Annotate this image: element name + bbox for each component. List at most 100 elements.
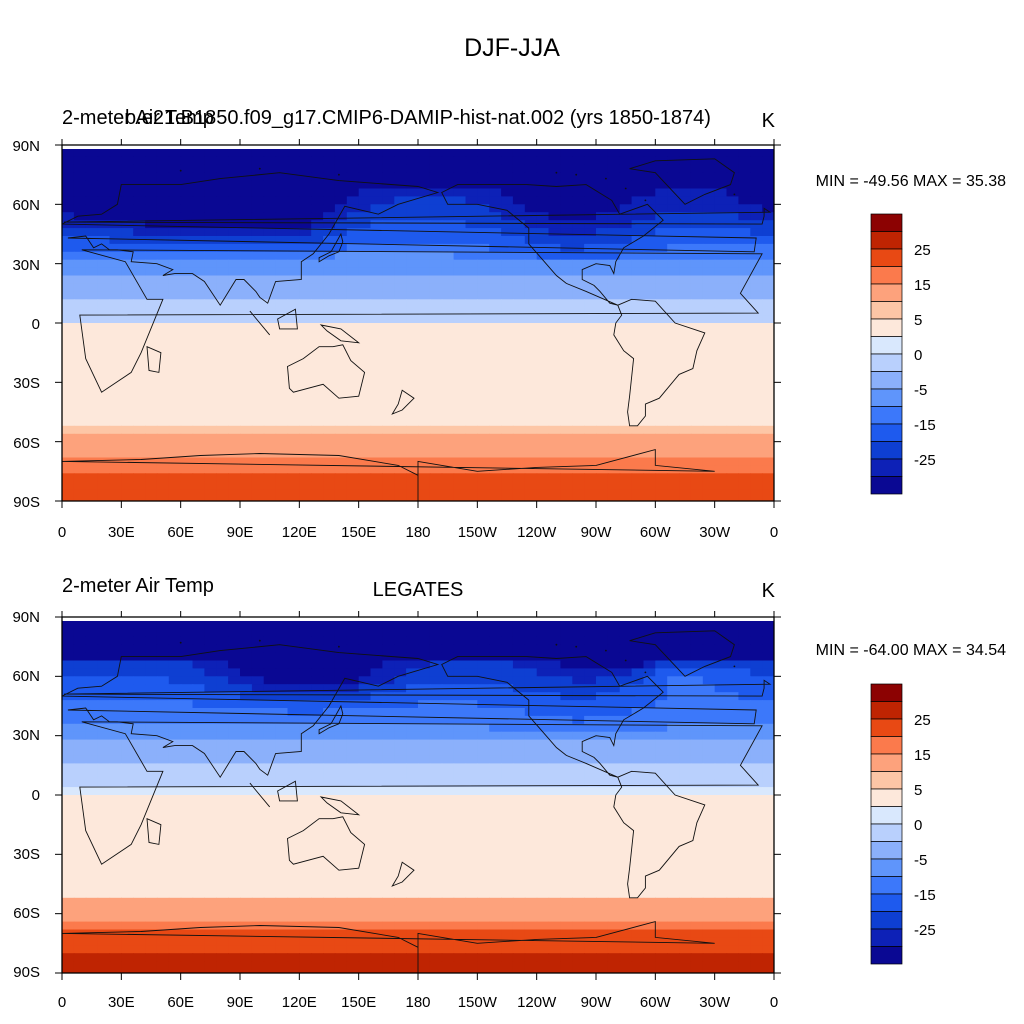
field-cell bbox=[228, 378, 241, 387]
field-cell bbox=[97, 164, 111, 174]
field-cell bbox=[382, 882, 395, 891]
field-cell bbox=[370, 489, 383, 498]
field-cell bbox=[655, 362, 668, 372]
field-cell bbox=[394, 636, 407, 646]
field-cell bbox=[548, 410, 561, 419]
field-cell bbox=[204, 636, 217, 646]
field-cell bbox=[418, 747, 431, 756]
field-cell bbox=[702, 441, 716, 451]
field-cell bbox=[750, 299, 763, 308]
field-cell bbox=[512, 212, 526, 221]
field-cell bbox=[631, 787, 645, 796]
field-cell bbox=[679, 755, 692, 764]
field-cell bbox=[690, 652, 704, 662]
field-cell bbox=[679, 866, 692, 875]
field-cell bbox=[429, 267, 443, 277]
field-cell bbox=[85, 636, 99, 646]
field-cell bbox=[323, 866, 336, 875]
field-cell bbox=[370, 307, 383, 316]
field-cell bbox=[204, 692, 217, 701]
field-cell bbox=[346, 370, 360, 379]
field-cell bbox=[121, 779, 134, 788]
field-cell bbox=[477, 362, 490, 372]
field-cell bbox=[346, 652, 360, 662]
field-cell bbox=[370, 826, 383, 836]
field-cell bbox=[216, 259, 229, 269]
field-cell bbox=[97, 874, 111, 883]
field-cell bbox=[156, 267, 170, 277]
field-cell bbox=[168, 731, 182, 741]
field-cell bbox=[145, 457, 158, 466]
field-cell bbox=[524, 236, 538, 245]
field-cell bbox=[406, 866, 419, 875]
field-cell bbox=[346, 156, 360, 166]
field-cell bbox=[180, 228, 194, 237]
field-cell bbox=[501, 172, 514, 182]
field-cell bbox=[287, 739, 300, 749]
field-cell bbox=[156, 291, 170, 300]
field-cell bbox=[524, 779, 538, 788]
field-cell bbox=[156, 834, 170, 844]
field-cell bbox=[536, 842, 550, 851]
field-cell bbox=[619, 243, 633, 253]
field-cell bbox=[690, 378, 704, 387]
field-cell bbox=[240, 220, 253, 229]
field-cell bbox=[619, 834, 633, 844]
field-cell bbox=[62, 708, 75, 717]
field-cell bbox=[180, 787, 194, 796]
field-cell bbox=[299, 802, 312, 812]
field-cell bbox=[73, 755, 87, 764]
field-cell bbox=[690, 708, 704, 717]
field-cell bbox=[121, 628, 134, 638]
field-cell bbox=[346, 267, 360, 277]
field-cell bbox=[762, 299, 774, 308]
field-cell bbox=[145, 425, 158, 435]
field-cell bbox=[394, 708, 407, 717]
field-cell bbox=[489, 692, 502, 701]
field-cell bbox=[73, 196, 87, 205]
field-cell bbox=[406, 323, 419, 332]
field-cell bbox=[406, 628, 419, 638]
field-cell bbox=[133, 850, 146, 859]
field-cell bbox=[429, 771, 443, 780]
field-cell bbox=[334, 259, 348, 269]
field-cell bbox=[453, 715, 467, 725]
field-cell bbox=[370, 700, 383, 709]
field-cell bbox=[560, 676, 573, 685]
field-cell bbox=[548, 156, 561, 166]
field-cell bbox=[73, 283, 87, 292]
field-cell bbox=[85, 433, 99, 443]
field-cell bbox=[358, 874, 372, 883]
field-cell bbox=[263, 386, 277, 395]
field-cell bbox=[453, 755, 467, 764]
field-cell bbox=[216, 755, 229, 764]
field-cell bbox=[346, 362, 360, 372]
field-cell bbox=[240, 739, 253, 749]
field-cell bbox=[607, 291, 621, 300]
field-cell bbox=[489, 267, 502, 277]
field-cell bbox=[690, 354, 704, 364]
field-cell bbox=[180, 417, 194, 427]
field-cell bbox=[311, 739, 324, 749]
field-cell bbox=[382, 747, 395, 756]
field-cell bbox=[584, 251, 597, 261]
field-cell bbox=[489, 731, 502, 741]
field-cell bbox=[762, 362, 774, 372]
field-cell bbox=[85, 731, 99, 741]
field-cell bbox=[323, 810, 336, 820]
field-cell bbox=[370, 481, 383, 490]
field-cell bbox=[572, 283, 585, 292]
field-cell bbox=[240, 417, 253, 427]
field-cell bbox=[240, 299, 253, 308]
field-cell bbox=[726, 362, 739, 372]
field-cell bbox=[251, 457, 265, 466]
field-cell bbox=[667, 787, 680, 796]
field-cell bbox=[121, 497, 134, 501]
field-cell bbox=[762, 628, 774, 638]
field-cell bbox=[596, 307, 609, 316]
field-cell bbox=[85, 172, 99, 182]
field-cell bbox=[145, 802, 158, 812]
field-cell bbox=[192, 457, 205, 466]
field-cell bbox=[738, 196, 751, 205]
field-cell bbox=[536, 660, 550, 669]
